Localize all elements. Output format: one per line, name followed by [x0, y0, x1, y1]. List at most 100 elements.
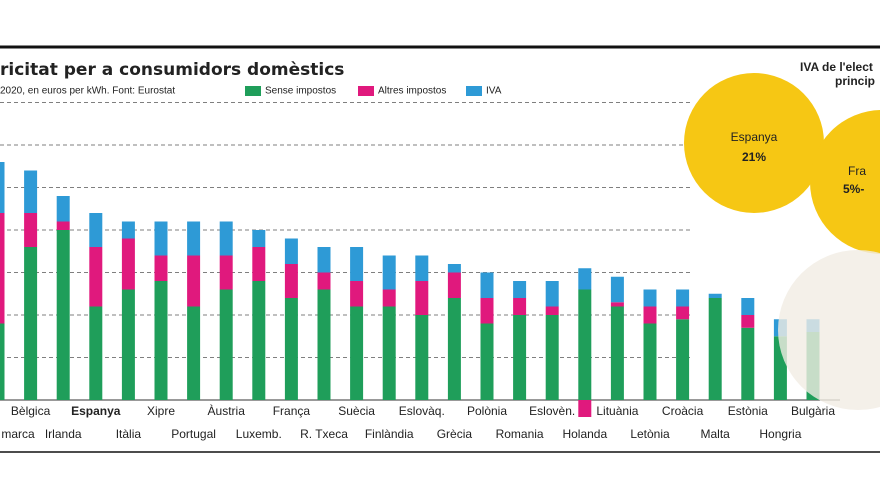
bar-segment: [56, 196, 70, 222]
bar-segment: [56, 221, 70, 230]
legend-swatch: [466, 86, 482, 96]
bar-segment: [676, 306, 690, 320]
x-tick-label: Estònia: [728, 404, 768, 418]
bar-segment: [0, 213, 5, 324]
bar-segment: [513, 315, 527, 400]
circle: [810, 110, 880, 254]
x-tick-label: Irlanda: [45, 427, 82, 441]
x-tick-label: Hongria: [759, 427, 801, 441]
bar-segment: [741, 327, 755, 400]
circle: [684, 73, 824, 213]
bar-segment: [382, 306, 396, 400]
bar-segment: [610, 276, 624, 303]
bar-segment: [643, 306, 657, 324]
legend-swatch: [358, 86, 374, 96]
plot: Sense impostos Altres impostos IVA marca Bèl…: [0, 86, 840, 441]
inset-title: IVA de l'elect: [800, 60, 873, 74]
x-tick-label: Eslovèn.: [529, 404, 575, 418]
bar-segment: [89, 306, 103, 400]
bar-segment: [187, 255, 201, 307]
bar-segment: [513, 298, 527, 315]
bar-segment: [0, 323, 5, 400]
x-tick-label: Croàcia: [662, 404, 704, 418]
bar-segment: [480, 272, 494, 298]
bar-segment: [578, 289, 592, 400]
bar-segment: [121, 289, 135, 400]
x-tick-label: Portugal: [171, 427, 216, 441]
x-tick-label: R. Txeca: [300, 427, 348, 441]
chart-title: ricitat per a consumidors domèstics: [0, 60, 344, 80]
bar-segment: [252, 281, 266, 400]
bar-segment: [741, 298, 755, 315]
x-tick-label: França: [273, 404, 311, 418]
x-tick-label: marca: [1, 427, 35, 441]
x-tick-label: Holanda: [562, 427, 607, 441]
bar-segment: [415, 281, 429, 315]
bar-segment: [56, 230, 70, 400]
bar-segment: [708, 298, 722, 400]
chart-subtitle: 2020, en euros per kWh. Font: Eurostat: [0, 86, 175, 97]
bar-segment: [350, 281, 364, 307]
x-tick-label: Itàlia: [116, 427, 142, 441]
bar-segment: [578, 268, 592, 290]
circle-label: Espanya: [731, 130, 778, 144]
bar-segment: [643, 289, 657, 307]
x-tick-label: Malta: [701, 427, 731, 441]
bar-segment: [480, 298, 494, 324]
x-tick-label: Luxemb.: [236, 427, 282, 441]
bar-segment: [545, 281, 559, 307]
x-tick-label: Bulgària: [791, 404, 835, 418]
x-tick-label: Bèlgica: [11, 404, 51, 418]
bar-segment: [317, 247, 331, 273]
bar-segment: [447, 272, 461, 298]
bar-segment: [154, 221, 168, 256]
x-tick-label: Xipre: [147, 404, 175, 418]
bar-segment: [610, 302, 624, 307]
bar-segment: [676, 319, 690, 400]
bar-segment: [382, 289, 396, 307]
x-tick-label: Eslovàq.: [399, 404, 445, 418]
circle-label: Fra: [848, 164, 866, 178]
bar-segment: [154, 255, 168, 281]
circle-value: 21%: [742, 150, 766, 164]
bar-segment: [610, 306, 624, 400]
inset-title: princip: [835, 74, 875, 88]
bar-segment: [447, 298, 461, 400]
x-tick-label: Suècia: [338, 404, 375, 418]
bar-segment: [219, 221, 233, 256]
bar-segment: [284, 264, 298, 298]
x-tick-label: Finlàndia: [365, 427, 414, 441]
circle-value: 5%-: [843, 182, 864, 196]
bar-segment: [24, 247, 38, 400]
x-tick-label: Grècia: [437, 427, 473, 441]
bar-segment: [89, 247, 103, 307]
x-tick-label: Àustria: [208, 403, 246, 418]
bar-segment: [89, 213, 103, 247]
bar-segment: [545, 315, 559, 400]
bar-segment: [317, 289, 331, 400]
bar-segment: [284, 298, 298, 400]
bulb: [778, 250, 880, 410]
bar-segment: [676, 289, 690, 307]
bar-segment: [187, 221, 201, 256]
bar-segment: [154, 281, 168, 400]
legend-swatch: [245, 86, 261, 96]
bar-segment: [0, 162, 5, 213]
bar-segment: [24, 213, 38, 247]
legend-label: Sense impostos: [265, 86, 336, 97]
bar-segment: [219, 255, 233, 290]
legend-label: Altres impostos: [378, 86, 446, 97]
bar-segment: [284, 238, 298, 264]
bar-segment: [415, 255, 429, 281]
bar-segment: [219, 289, 233, 400]
x-tick-label: Romania: [496, 427, 544, 441]
bar-segment: [741, 315, 755, 328]
bar-segment: [121, 221, 135, 239]
bar-segment: [382, 255, 396, 290]
inset: IVA de l'elect princip Espanya 21% Fra 5…: [684, 60, 880, 410]
x-tick-label: Letònia: [630, 427, 670, 441]
bar-segment: [350, 247, 364, 281]
bar-segment: [708, 293, 722, 298]
x-tick-label: Polònia: [467, 404, 507, 418]
bar-segment: [187, 306, 201, 400]
